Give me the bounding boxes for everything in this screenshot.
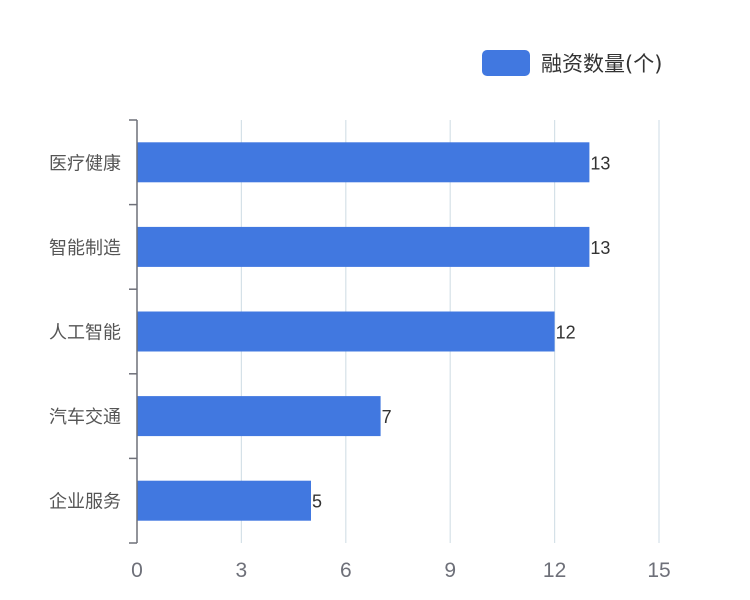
data-label: 13 bbox=[590, 238, 610, 258]
legend-swatch[interactable] bbox=[482, 50, 530, 76]
y-category-label: 智能制造 bbox=[49, 238, 121, 259]
bar[interactable] bbox=[137, 311, 555, 352]
data-label: 7 bbox=[382, 407, 392, 427]
bars bbox=[137, 142, 590, 521]
bar[interactable] bbox=[137, 480, 311, 521]
data-label: 5 bbox=[312, 492, 322, 512]
y-category-label: 医疗健康 bbox=[49, 153, 121, 174]
y-category-label: 人工智能 bbox=[49, 323, 121, 344]
axes bbox=[129, 119, 138, 544]
bar[interactable] bbox=[137, 226, 590, 267]
bar[interactable] bbox=[137, 396, 381, 437]
x-tick-label: 0 bbox=[131, 559, 143, 582]
bar[interactable] bbox=[137, 142, 590, 183]
legend[interactable]: 融资数量(个) bbox=[482, 50, 662, 76]
y-category-label: 汽车交通 bbox=[49, 407, 121, 428]
y-category-label: 企业服务 bbox=[49, 492, 121, 513]
data-label: 13 bbox=[590, 153, 610, 173]
labels: 0 3 6 9 12 15 医疗健康 13 智能制造 13 人工智能 12 汽车交通 7 企业服务 5 bbox=[49, 153, 671, 582]
legend-label[interactable]: 融资数量(个) bbox=[541, 52, 662, 76]
x-tick-label: 3 bbox=[236, 559, 248, 582]
x-tick-label: 15 bbox=[647, 559, 670, 582]
x-tick-label: 6 bbox=[340, 559, 352, 582]
x-tick-label: 12 bbox=[543, 559, 566, 582]
x-tick-label: 9 bbox=[444, 559, 456, 582]
data-label: 12 bbox=[556, 323, 576, 343]
